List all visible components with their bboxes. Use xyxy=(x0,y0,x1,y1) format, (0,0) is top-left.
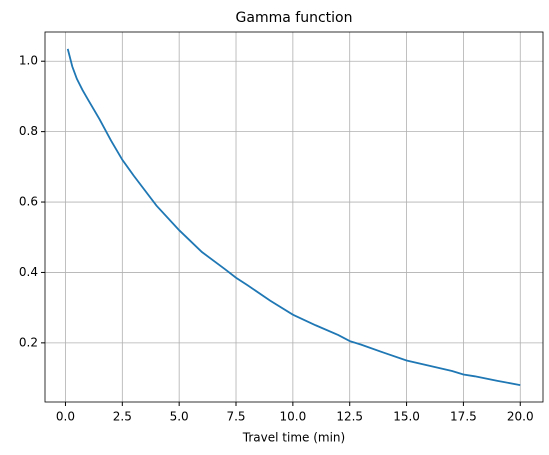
x-tick-label: 0.0 xyxy=(56,410,75,424)
y-tick-label: 0.6 xyxy=(19,195,38,209)
x-tick-label: 15.0 xyxy=(393,410,420,424)
y-tick-label: 0.2 xyxy=(19,335,38,349)
line xyxy=(66,48,521,386)
x-tick-label: 7.5 xyxy=(226,410,245,424)
plot-frame xyxy=(44,31,544,403)
x-tick-label: 20.0 xyxy=(507,410,534,424)
x-tick-label: 2.5 xyxy=(113,410,132,424)
x-tick-label: 17.5 xyxy=(450,410,477,424)
x-tick-label: 12.5 xyxy=(336,410,363,424)
y-tick-label: 1.0 xyxy=(19,54,38,68)
chart-title: Gamma function xyxy=(236,10,353,26)
y-tick-label: 0.8 xyxy=(19,124,38,138)
x-tick-label: 5.0 xyxy=(170,410,189,424)
x-axis-label: Travel time (min) xyxy=(242,431,345,445)
y-tick-label: 0.4 xyxy=(19,265,38,279)
x-tick-label: 10.0 xyxy=(280,410,307,424)
